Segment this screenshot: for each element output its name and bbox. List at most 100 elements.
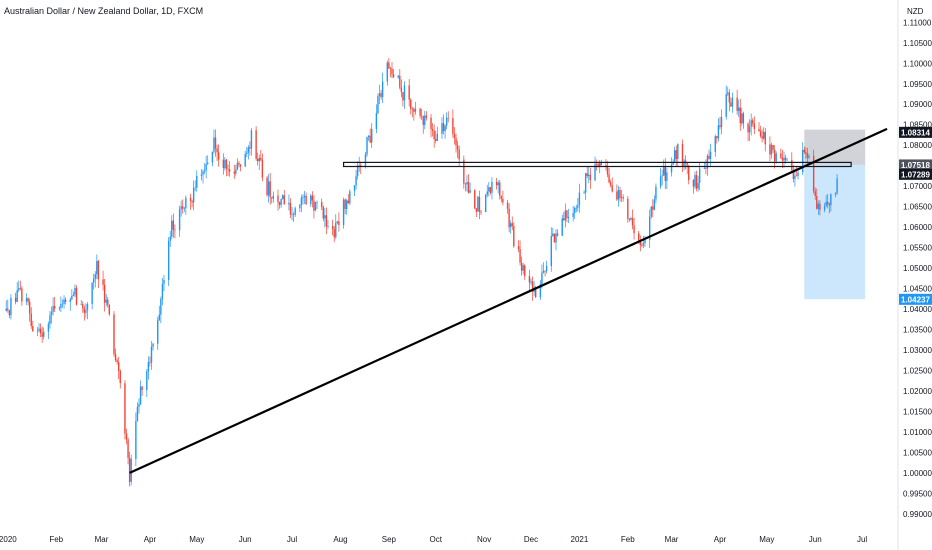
candle xyxy=(53,296,56,312)
y-tick-label: 1.06500 xyxy=(903,203,932,212)
y-tick-label: 1.06000 xyxy=(903,223,932,232)
candle xyxy=(578,183,581,213)
candle xyxy=(391,62,393,79)
time-axis[interactable]: 2020 Feb Mar Apr May Jun Jul Aug Sep Oct Nov Dec 202… xyxy=(0,535,867,544)
candle-body xyxy=(75,287,78,305)
candle-body xyxy=(183,208,185,209)
candle xyxy=(302,194,304,205)
candle-body xyxy=(39,328,42,334)
candle-body xyxy=(217,152,220,160)
candle-body xyxy=(748,126,751,133)
candle-body xyxy=(436,133,438,141)
candle-body xyxy=(802,149,804,173)
candle-body xyxy=(141,386,143,391)
candle-body xyxy=(103,284,106,303)
candle xyxy=(477,195,479,212)
candle xyxy=(524,264,526,280)
candle xyxy=(738,99,740,117)
candle xyxy=(388,58,390,69)
candle-body xyxy=(566,210,568,219)
candle-body xyxy=(356,165,359,177)
candle xyxy=(250,128,253,156)
candle-body xyxy=(249,147,251,149)
x-tick-label: Apr xyxy=(144,535,157,544)
price-badge-label: 1.07518 xyxy=(901,161,930,170)
candle-body xyxy=(812,155,815,192)
candle xyxy=(281,194,284,200)
price-axis[interactable]: NZD 1.11000 1.10500 1.10000 1.09500 1.09000 1.… xyxy=(903,7,932,519)
candle xyxy=(402,92,404,107)
candle-body xyxy=(113,314,115,355)
candle-body xyxy=(489,187,492,193)
candle xyxy=(108,304,111,316)
candle-body xyxy=(171,220,173,237)
candle xyxy=(60,296,62,313)
candle xyxy=(828,202,830,214)
candle-body xyxy=(116,360,118,363)
x-tick-label: Nov xyxy=(477,535,491,544)
candle xyxy=(96,254,98,280)
x-tick-label: Feb xyxy=(621,535,635,544)
candle xyxy=(158,305,160,321)
candle xyxy=(117,356,120,380)
candle-body xyxy=(524,265,526,277)
candle-body xyxy=(247,147,250,153)
candle xyxy=(200,169,203,181)
candle-body xyxy=(433,130,435,140)
candle-body xyxy=(277,195,279,203)
candle xyxy=(453,127,456,145)
candle-body xyxy=(283,195,285,205)
y-tick-label: 1.03000 xyxy=(903,346,932,355)
trendline[interactable] xyxy=(129,127,888,474)
candle-body xyxy=(522,265,524,271)
candle-body xyxy=(627,198,629,219)
candle xyxy=(86,302,89,320)
candle xyxy=(736,89,738,115)
candle xyxy=(497,180,499,194)
candle-body xyxy=(53,305,56,309)
candle-body xyxy=(74,287,76,295)
candle xyxy=(422,115,424,134)
candle xyxy=(728,89,731,112)
y-tick-label: 1.03500 xyxy=(903,326,932,335)
candle xyxy=(119,369,121,389)
candle xyxy=(611,177,613,193)
candle-body xyxy=(648,216,651,240)
stop-zone[interactable] xyxy=(804,129,866,165)
candle xyxy=(764,127,766,152)
x-tick-label: Jun xyxy=(239,535,252,544)
candle-body xyxy=(474,190,476,209)
candle xyxy=(147,356,150,380)
candle xyxy=(542,262,545,274)
candle-body xyxy=(430,117,432,130)
candle xyxy=(708,149,710,160)
candle-body xyxy=(302,197,304,198)
candle xyxy=(114,348,117,363)
candle-body xyxy=(816,195,818,209)
candle-body xyxy=(185,197,187,209)
candle xyxy=(30,307,32,329)
candle-body xyxy=(684,160,687,163)
candle-body xyxy=(158,314,160,321)
candle xyxy=(595,159,598,171)
candle xyxy=(424,110,426,130)
resistance-zone[interactable] xyxy=(342,161,852,168)
candle xyxy=(97,259,100,289)
candle xyxy=(244,150,246,168)
target-zone[interactable] xyxy=(804,164,866,300)
candle-body xyxy=(272,195,275,199)
candle xyxy=(834,192,837,198)
candle-body xyxy=(830,194,832,206)
candle xyxy=(703,162,706,170)
candle-body xyxy=(196,175,198,188)
candle-body xyxy=(714,136,716,152)
candle xyxy=(130,454,132,486)
y-tick-label: 1.09000 xyxy=(903,100,932,109)
candle xyxy=(246,147,248,158)
candle xyxy=(830,193,832,212)
candle-body xyxy=(414,108,417,112)
candle xyxy=(608,167,610,184)
candle-body xyxy=(456,145,459,150)
candle-body xyxy=(225,159,228,169)
